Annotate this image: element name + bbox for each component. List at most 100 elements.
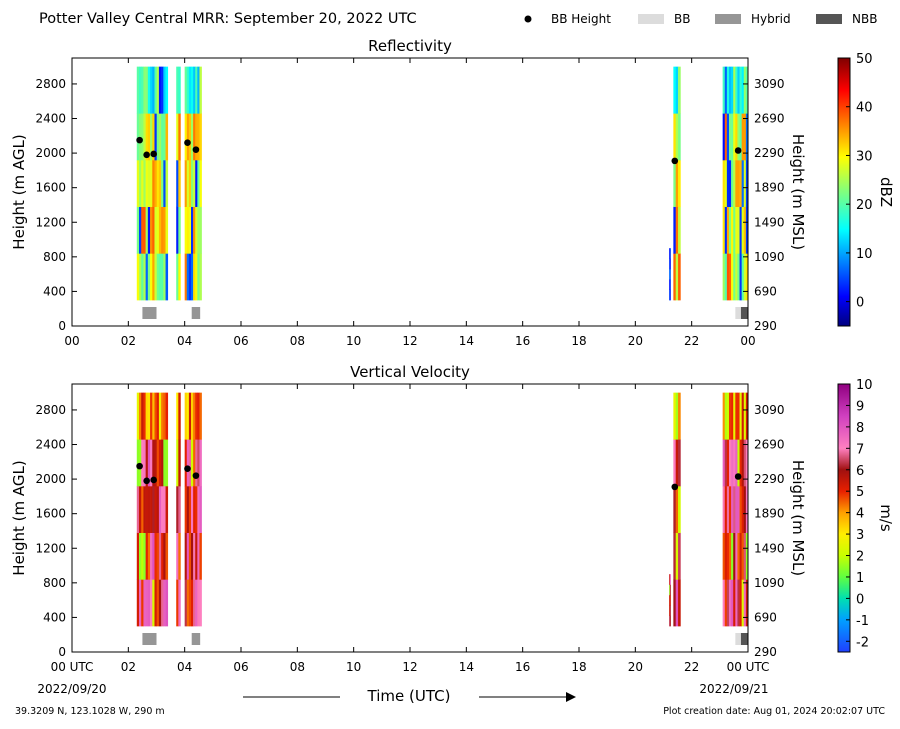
heatmap-cell	[176, 113, 179, 161]
y-tick-label: 1200	[35, 541, 66, 555]
heatmap-cell	[138, 206, 142, 254]
heatmap-cell	[184, 160, 188, 207]
data-window	[673, 392, 681, 627]
heatmap-cell	[150, 160, 153, 207]
heatmap-cell	[197, 532, 200, 580]
y-tick-label-right: 2290	[754, 472, 785, 486]
heatmap-cell	[195, 392, 198, 440]
y-tick-label: 2000	[35, 472, 66, 486]
heatmap-cell	[147, 532, 151, 580]
heatmap-cell	[739, 532, 742, 580]
heatmap-cell	[678, 439, 681, 487]
heatmap-cell	[184, 439, 188, 487]
heatmap-cell	[195, 486, 198, 533]
x-tick-label: 06	[233, 660, 248, 674]
colorbar-tick-label: 40	[856, 101, 873, 116]
colorbar-tick-label: 3	[856, 528, 864, 543]
heatmap-cell	[145, 392, 149, 440]
heatmap-cell	[741, 66, 745, 114]
bb-type-bar-hybrid	[142, 633, 157, 645]
heatmap-cell	[165, 486, 169, 533]
heatmap-cell	[193, 486, 196, 533]
heatmap-cell	[675, 439, 679, 487]
heatmap-cell	[675, 160, 679, 207]
heatmap-cell	[141, 160, 144, 207]
x-tick-label: 10	[346, 334, 361, 348]
heatmap-cell	[138, 160, 142, 207]
colorbar-label: m/s	[877, 504, 895, 532]
heatmap-cell	[199, 439, 202, 487]
heatmap-cell	[141, 113, 144, 161]
y-tick-label-right: 1090	[754, 250, 785, 264]
data-window	[136, 66, 169, 301]
data-window	[176, 392, 181, 627]
heatmap-cell	[163, 579, 166, 627]
x-tick-label: 20	[628, 660, 643, 674]
heatmap-cell	[673, 253, 677, 301]
heatmap-cell	[743, 113, 747, 161]
heatmap-cell	[675, 486, 679, 533]
colorbar-tick-label: 8	[856, 421, 864, 436]
heatmap-cell	[150, 113, 153, 161]
colorbar-tick-label: 0	[856, 296, 864, 311]
y-tick-label-right: 1490	[754, 541, 785, 555]
heatmap-cell	[158, 206, 162, 254]
heatmap-cell	[158, 113, 162, 161]
heatmap-cell	[741, 392, 745, 440]
heatmap-cell	[178, 253, 181, 301]
heatmap-cell	[743, 486, 747, 533]
heatmap-cell	[673, 532, 677, 580]
heatmap-cell	[737, 439, 740, 487]
heatmap-cell	[161, 532, 164, 580]
heatmap-cell	[745, 113, 749, 161]
plot-frame	[71, 383, 749, 653]
y-tick-label-right: 2690	[754, 438, 785, 452]
legend-swatch-nbb	[816, 14, 842, 24]
heatmap-cell	[745, 160, 749, 207]
heatmap-cell	[186, 532, 190, 580]
heatmap-cell	[722, 160, 726, 207]
y-tick-label: 2400	[35, 112, 66, 126]
heatmap-cell	[731, 160, 734, 207]
colorbar-tick-label: 50	[856, 52, 873, 67]
heatmap-cell	[184, 579, 188, 627]
heatmap-cell	[163, 253, 166, 301]
bb-height-point	[143, 151, 150, 159]
heatmap-cell	[199, 486, 202, 533]
heatmap-cell	[184, 206, 188, 254]
heatmap-cell	[193, 392, 196, 440]
heatmap-cell	[161, 113, 164, 161]
heatmap-cell	[138, 66, 142, 114]
legend-swatch-bb	[638, 14, 664, 24]
heatmap-cell	[161, 392, 164, 440]
heatmap-cell	[150, 253, 153, 301]
heatmap-cell	[154, 579, 158, 627]
heatmap-cell	[150, 392, 153, 440]
heatmap-cell	[675, 206, 679, 254]
heatmap-cell	[165, 66, 169, 114]
heatmap-cell	[724, 532, 728, 580]
heatmap-cell	[743, 439, 747, 487]
bb-height-point	[671, 483, 679, 491]
heatmap-cell	[163, 206, 166, 254]
heatmap-cell	[143, 253, 146, 301]
heatmap-cell	[143, 392, 146, 440]
colorbar-tick-label: -2	[856, 635, 869, 650]
heatmap-cell	[147, 486, 151, 533]
heatmap-cell	[161, 439, 164, 487]
heatmap-cell	[156, 532, 160, 580]
y-tick-label: 2000	[35, 146, 66, 160]
heatmap-cell	[197, 439, 200, 487]
heatmap-cell	[186, 392, 190, 440]
heatmap-cell	[673, 66, 677, 114]
heatmap-cell	[743, 532, 747, 580]
heatmap-cell	[136, 486, 140, 533]
heatmap-cell	[728, 392, 732, 440]
heatmap-cell	[735, 392, 738, 440]
heatmap-cell	[722, 253, 726, 301]
heatmap-cell	[728, 439, 732, 487]
heatmap-cell	[152, 113, 155, 161]
heatmap-cell	[675, 392, 679, 440]
heatmap-cell	[176, 439, 179, 487]
heatmap-cell	[145, 532, 149, 580]
